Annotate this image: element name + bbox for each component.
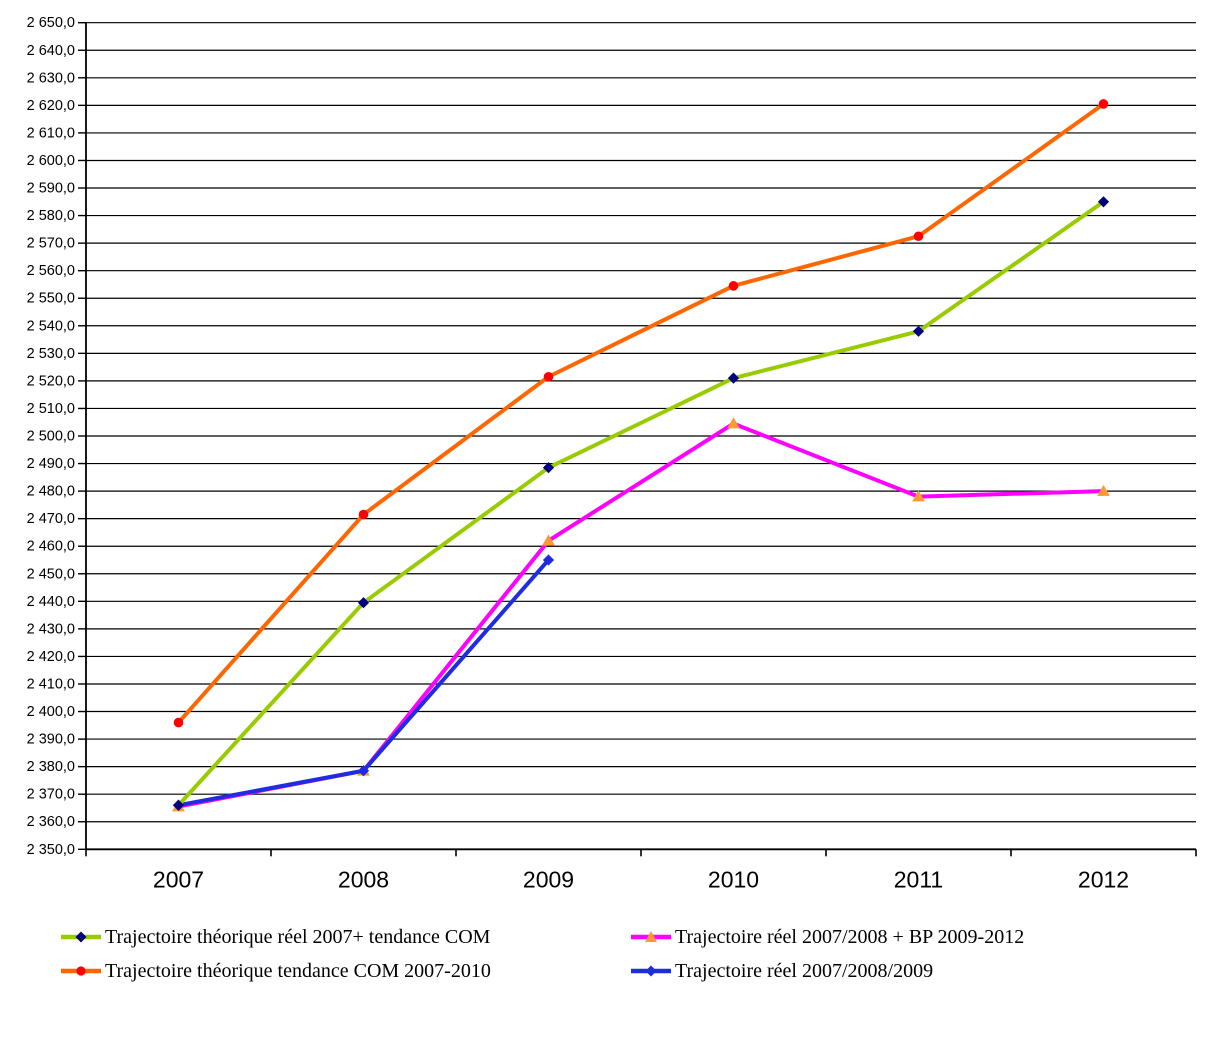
y-tick-label: 2 510,0 — [27, 401, 75, 417]
legend-item-trajectoire-theorique-tendance-com: Trajectoire théorique tendance COM 2007-… — [60, 961, 630, 981]
y-tick-label: 2 640,0 — [27, 43, 75, 59]
y-tick-label: 2 400,0 — [27, 704, 75, 720]
y-tick-label: 2 650,0 — [27, 15, 75, 31]
y-tick-label: 2 490,0 — [27, 456, 75, 472]
series-0-line — [172, 196, 1110, 811]
legend-label: Trajectoire théorique réel 2007+ tendanc… — [105, 926, 491, 948]
y-tick-label: 2 500,0 — [27, 429, 75, 445]
y-tick-label: 2 380,0 — [27, 759, 75, 775]
y-tick-label: 2 610,0 — [27, 125, 75, 141]
legend-label: Trajectoire théorique tendance COM 2007-… — [105, 960, 491, 982]
series-2-line — [173, 99, 1109, 728]
y-tick-label: 2 350,0 — [27, 842, 75, 858]
chart-legend: Trajectoire théorique réel 2007+ tendanc… — [60, 920, 1200, 988]
y-tick-label: 2 480,0 — [27, 484, 75, 500]
legend-marker-orange-line-circle-icon — [60, 963, 102, 979]
x-tick-label: 2007 — [153, 866, 204, 892]
x-tick-label: 2008 — [338, 866, 389, 892]
y-tick-label: 2 580,0 — [27, 208, 75, 224]
legend-item-trajectoire-reel-bp: Trajectoire réel 2007/2008 + BP 2009-201… — [630, 927, 1200, 947]
series-3-line — [172, 554, 555, 811]
y-tick-label: 2 630,0 — [27, 70, 75, 86]
x-tick-label: 2009 — [523, 866, 574, 892]
y-tick-label: 2 560,0 — [27, 263, 75, 279]
y-tick-label: 2 360,0 — [27, 814, 75, 830]
y-tick-label: 2 430,0 — [27, 621, 75, 637]
y-tick-label: 2 420,0 — [27, 649, 75, 665]
horizontal-gridlines — [78, 22, 1196, 850]
x-tick-label: 2010 — [708, 866, 759, 892]
y-tick-label: 2 530,0 — [27, 346, 75, 362]
y-tick-label: 2 460,0 — [27, 539, 75, 555]
y-tick-label: 2 520,0 — [27, 373, 75, 389]
legend-marker-blue-line-diamond-icon — [630, 963, 672, 979]
x-tick-label: 2011 — [894, 866, 943, 892]
y-tick-label: 2 470,0 — [27, 511, 75, 527]
line-chart-plot: 2 350,0 2 360,0 2 370,0 2 380,0 2 390,0 2 400… — [27, 15, 1197, 892]
y-tick-label: 2 410,0 — [27, 676, 75, 692]
y-tick-label: 2 370,0 — [27, 787, 75, 803]
y-tick-label: 2 450,0 — [27, 566, 75, 582]
y-tick-label: 2 620,0 — [27, 98, 75, 114]
legend-marker-magenta-line-triangle-icon — [630, 929, 672, 945]
legend-label: Trajectoire réel 2007/2008/2009 — [675, 960, 934, 982]
legend-label: Trajectoire réel 2007/2008 + BP 2009-201… — [675, 926, 1025, 948]
y-tick-label: 2 570,0 — [27, 236, 75, 252]
y-axis-tick-labels: 2 350,0 2 360,0 2 370,0 2 380,0 2 390,0 2 400… — [27, 15, 75, 858]
y-tick-label: 2 540,0 — [27, 318, 75, 334]
legend-marker-green-line-diamond-icon — [60, 929, 102, 945]
x-tick-label: 2012 — [1078, 866, 1129, 892]
x-axis-ticks-and-labels: 2007 2008 2009 2010 2011 2012 — [85, 849, 1197, 892]
y-tick-label: 2 550,0 — [27, 291, 75, 307]
y-tick-label: 2 440,0 — [27, 594, 75, 610]
y-tick-label: 2 600,0 — [27, 153, 75, 169]
y-tick-label: 2 590,0 — [27, 181, 75, 197]
legend-item-trajectoire-reel-2007-2009: Trajectoire réel 2007/2008/2009 — [630, 961, 1200, 981]
y-tick-label: 2 390,0 — [27, 732, 75, 748]
legend-item-trajectoire-theorique-reel: Trajectoire théorique réel 2007+ tendanc… — [60, 927, 630, 947]
series-1-line — [172, 417, 1110, 812]
